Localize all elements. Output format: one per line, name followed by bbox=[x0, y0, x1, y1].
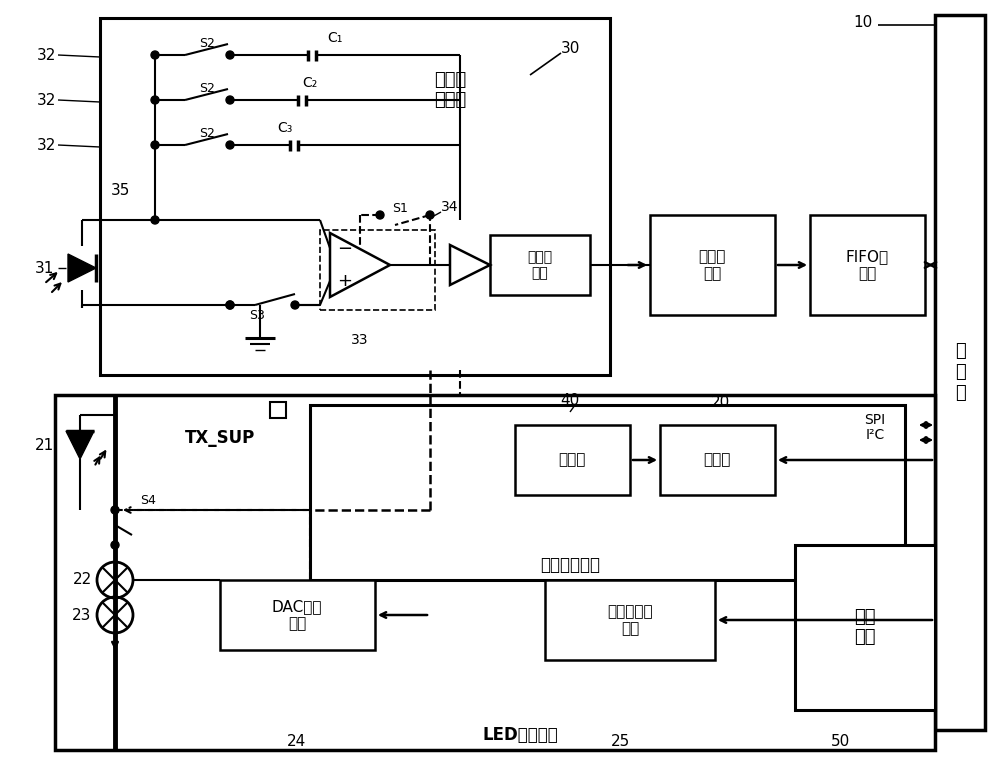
Text: S2: S2 bbox=[199, 82, 215, 95]
Text: 电压缓
冲器: 电压缓 冲器 bbox=[527, 250, 553, 280]
Text: 积分放
大单元: 积分放 大单元 bbox=[434, 70, 466, 109]
Text: 10: 10 bbox=[853, 15, 873, 30]
Bar bbox=[100, 18, 610, 375]
Text: S1: S1 bbox=[392, 201, 408, 214]
Polygon shape bbox=[68, 254, 96, 282]
Bar bbox=[270, 402, 286, 418]
Text: 25: 25 bbox=[610, 734, 630, 750]
Bar bbox=[660, 425, 775, 495]
Text: 23: 23 bbox=[72, 607, 92, 623]
Circle shape bbox=[226, 301, 234, 309]
Text: 50: 50 bbox=[830, 734, 850, 750]
Bar bbox=[650, 215, 775, 315]
Text: C₃: C₃ bbox=[277, 121, 293, 135]
Text: 22: 22 bbox=[72, 572, 92, 588]
Bar bbox=[55, 395, 935, 750]
Polygon shape bbox=[66, 431, 94, 459]
Text: 32: 32 bbox=[37, 93, 57, 108]
Circle shape bbox=[151, 141, 159, 149]
Circle shape bbox=[226, 96, 234, 104]
Circle shape bbox=[426, 211, 434, 219]
Text: 24: 24 bbox=[287, 734, 307, 750]
Bar bbox=[310, 405, 905, 580]
Text: S2: S2 bbox=[199, 37, 215, 50]
Text: S4: S4 bbox=[140, 493, 156, 506]
Circle shape bbox=[226, 51, 234, 59]
Text: C₁: C₁ bbox=[327, 31, 343, 45]
Text: 压控恒流源
电路: 压控恒流源 电路 bbox=[607, 604, 653, 636]
Circle shape bbox=[111, 541, 119, 549]
Text: 32: 32 bbox=[37, 138, 57, 152]
Bar bbox=[515, 425, 630, 495]
Text: 40: 40 bbox=[560, 392, 580, 408]
Text: S3: S3 bbox=[249, 308, 265, 321]
Text: FIFO存
储器: FIFO存 储器 bbox=[845, 249, 889, 282]
Text: 35: 35 bbox=[110, 183, 130, 197]
Text: 20: 20 bbox=[710, 395, 730, 409]
Text: −: − bbox=[337, 240, 353, 258]
Text: C₂: C₂ bbox=[302, 76, 318, 90]
Text: SPI: SPI bbox=[864, 413, 886, 427]
Circle shape bbox=[226, 301, 234, 309]
Text: 定时器: 定时器 bbox=[703, 453, 731, 467]
Bar bbox=[545, 580, 715, 660]
Circle shape bbox=[376, 211, 384, 219]
Text: DAC转换
电路: DAC转换 电路 bbox=[272, 599, 322, 631]
Circle shape bbox=[291, 301, 299, 309]
Text: 33: 33 bbox=[351, 333, 369, 347]
Bar bbox=[795, 545, 935, 710]
Text: 30: 30 bbox=[560, 41, 580, 56]
Circle shape bbox=[151, 51, 159, 59]
Text: 时序控制单元: 时序控制单元 bbox=[540, 556, 600, 574]
Text: LED发射单元: LED发射单元 bbox=[482, 726, 558, 744]
Text: 31: 31 bbox=[35, 261, 55, 275]
Text: TX_SUP: TX_SUP bbox=[185, 429, 255, 447]
Text: 触发器: 触发器 bbox=[558, 453, 586, 467]
Circle shape bbox=[111, 506, 119, 514]
Text: S2: S2 bbox=[199, 126, 215, 139]
Bar bbox=[220, 580, 375, 650]
Text: 控制
接口: 控制 接口 bbox=[854, 607, 876, 646]
Circle shape bbox=[151, 96, 159, 104]
Text: 21: 21 bbox=[35, 438, 55, 453]
Bar bbox=[935, 15, 985, 730]
Text: 模数转
换器: 模数转 换器 bbox=[698, 249, 726, 282]
Bar bbox=[810, 215, 925, 315]
Text: 控
制
器: 控 制 器 bbox=[955, 342, 965, 402]
Text: 32: 32 bbox=[37, 47, 57, 63]
Text: +: + bbox=[338, 272, 352, 290]
Text: I²C: I²C bbox=[865, 428, 885, 442]
Bar bbox=[320, 230, 435, 310]
Circle shape bbox=[226, 141, 234, 149]
Circle shape bbox=[151, 216, 159, 224]
Bar bbox=[490, 235, 590, 295]
Text: 34: 34 bbox=[441, 200, 459, 214]
